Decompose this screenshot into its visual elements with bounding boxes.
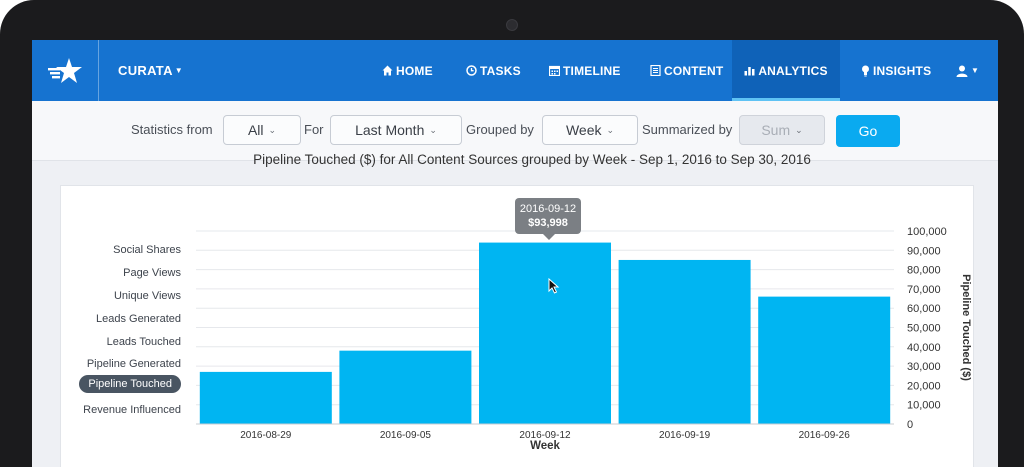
nav-insights-label: INSIGHTS [873,63,932,78]
metric-unique-views[interactable]: Unique Views [113,290,181,302]
y-tick-label: 50,000 [907,323,941,335]
y-tick-label: 90,000 [907,245,941,257]
nav-analytics-label: ANALYTICS [758,63,828,78]
bar-chart-icon [744,67,755,76]
grouped-by-select[interactable]: Week ⌄ [542,115,638,145]
caret-down-icon: ▼ [174,66,183,75]
nav-timeline[interactable]: TIMELINE [549,40,621,101]
home-icon [382,65,393,76]
nav-home[interactable]: HOME [382,40,433,101]
bar[interactable] [479,242,611,424]
curata-logo[interactable] [32,40,99,101]
x-tick-label: 2016-09-12 [519,430,571,441]
x-tick-label: 2016-09-26 [799,430,851,441]
nav-timeline-label: TIMELINE [563,63,621,78]
statistics-from-select[interactable]: All ⌄ [223,115,301,145]
grouped-by-label: Grouped by [466,122,534,137]
brand-label: CURATA [118,63,173,78]
go-button[interactable]: Go [836,115,900,147]
bar[interactable] [339,350,472,424]
chevron-down-icon: ⌄ [268,124,277,135]
bar[interactable] [618,259,751,424]
nav-analytics[interactable]: ANALYTICS [732,40,840,101]
summarized-by-select[interactable]: Sum ⌄ [739,115,825,145]
grouped-by-value: Week [565,122,602,138]
metric-leads-touched[interactable]: Leads Touched [106,336,181,348]
clock-icon [466,65,477,76]
y-tick-label: 30,000 [907,361,941,373]
y-tick-label: 0 [907,419,913,431]
nav-insights[interactable]: INSIGHTS [861,40,931,101]
star-logo-icon [48,57,82,83]
nav-content[interactable]: CONTENT [650,40,723,101]
summarized-by-value: Sum [761,122,791,138]
caret-down-icon: ▼ [971,66,979,75]
chevron-down-icon: ⌄ [795,124,803,135]
x-tick-label: 2016-09-05 [380,430,432,441]
y-tick-label: 80,000 [907,265,941,277]
x-tick-label: 2016-08-29 [240,430,292,441]
nav-content-label: CONTENT [664,63,724,78]
y-tick-label: 70,000 [907,284,941,296]
metric-pipeline-touched[interactable]: Pipeline Touched [79,375,181,393]
metric-pipeline-generated[interactable]: Pipeline Generated [86,358,181,370]
camera-icon [506,19,518,31]
go-button-label: Go [858,123,878,139]
brand-menu[interactable]: CURATA ▼ [118,40,183,101]
metric-social-shares[interactable]: Social Shares [113,244,181,256]
y-tick-label: 40,000 [907,342,941,354]
user-icon [956,65,968,77]
filter-bar: Statistics from All ⌄ For Last Month ⌄ G… [32,101,998,161]
y-tick-label: 20,000 [907,380,941,392]
document-icon [650,65,661,76]
metric-revenue-influenced[interactable]: Revenue Influenced [83,404,181,416]
y-axis-title: Pipeline Touched ($) [960,274,972,381]
bar-tooltip: 2016-09-12 $93,998 [515,198,581,240]
y-tick-label: 10,000 [907,400,941,412]
for-value: Last Month [355,122,425,138]
statistics-from-value: All [247,122,264,138]
chevron-down-icon: ⌄ [429,124,437,135]
calendar-icon [549,65,560,76]
statistics-from-label: Statistics from [131,122,213,137]
bar[interactable] [758,296,891,424]
nav-tasks-label: TASKS [480,63,521,78]
metric-page-views[interactable]: Page Views [123,267,181,279]
x-tick-label: 2016-09-19 [659,430,711,441]
chevron-down-icon: ⌄ [606,124,615,135]
top-navbar: CURATA ▼ HOME TASKS TIMELINE CONTENT [32,40,998,101]
summarized-by-label: Summarized by [642,122,733,137]
y-tick-label: 100,000 [907,226,947,238]
y-tick-label: 60,000 [907,303,941,315]
tooltip-value: $93,998 [528,217,568,229]
for-select[interactable]: Last Month ⌄ [330,115,462,145]
lightbulb-icon [862,65,869,76]
nav-home-label: HOME [396,63,433,78]
mouse-cursor-icon [548,278,560,294]
metric-leads-generated[interactable]: Leads Generated [95,313,181,325]
metric-list: Social Shares Page Views Unique Views Le… [60,236,181,416]
bar[interactable] [199,371,332,424]
nav-tasks[interactable]: TASKS [466,40,521,101]
user-menu[interactable]: ▼ [956,40,979,101]
x-axis-title: Week [530,440,560,452]
chart-title: Pipeline Touched ($) for All Content Sou… [253,152,811,167]
tooltip-date: 2016-09-12 [519,203,577,215]
for-label: For [304,122,324,137]
